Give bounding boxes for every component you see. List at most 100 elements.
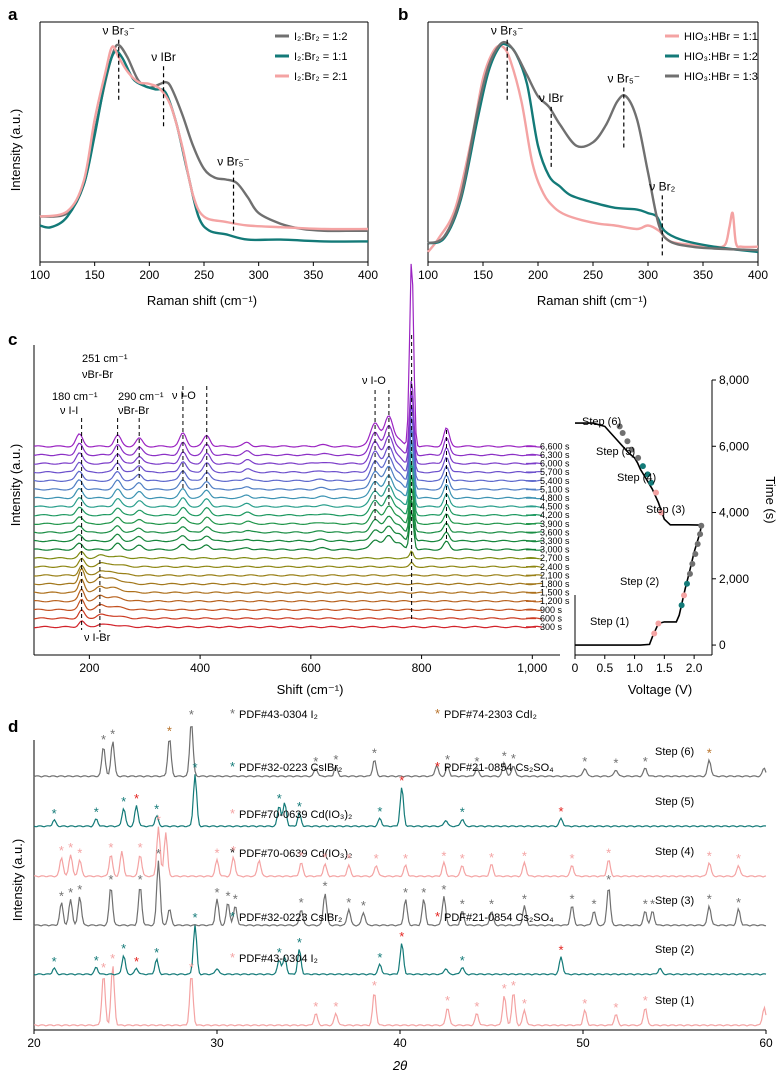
panel-d-step-3-peak-star-8: * <box>214 846 219 861</box>
panel-d-step-1-peak-star-3: * <box>134 954 139 969</box>
panel-d-step-1-peak-star-1: * <box>94 953 99 968</box>
panel-d-step-4-ref-label-1: PDF#21-0854 Cs₂SO₄ <box>444 762 554 774</box>
panel-a-legend-label-0: I₂:Br₂ = 1:2 <box>294 31 347 43</box>
panel-d-step-0-peak-star-13: * <box>643 993 648 1008</box>
panel-c-spectrum-11 <box>33 487 543 534</box>
panel-a-xtick-label-6: 400 <box>358 268 378 282</box>
panel-d-step-3-peak-star-22: * <box>707 848 712 863</box>
panel-d-step-1-ref-label-0: PDF#32-0223 CsIBr₂ <box>239 912 342 924</box>
panel-d-step-label-0: Step (1) <box>655 995 694 1007</box>
panel-d-step-0-peak-star-2: * <box>189 960 194 975</box>
panel-d-step-4-peak-star-12: * <box>460 805 465 820</box>
c-annotation-290: 290 cm⁻¹ <box>118 391 164 403</box>
c-annotation-ii: ν I-I <box>60 405 78 417</box>
panel-d-step-label-3: Step (4) <box>655 846 694 858</box>
panel-c-right-marker-20 <box>616 423 623 430</box>
panel-d-step-3-ref-star-0: * <box>230 806 235 821</box>
panel-d-xtick-label-3: 50 <box>576 1036 590 1050</box>
panel-d-step-2-peak-star-23: * <box>643 897 648 912</box>
panel-d-step-3-peak-star-1: * <box>68 840 73 855</box>
panel-d-step-3-peak-star-14: * <box>374 851 379 866</box>
panel-d-step-5-ref-star-1: * <box>435 706 440 721</box>
panel-d-step-5-ref-label-1: PDF#74-2303 CdI₂ <box>444 709 537 721</box>
panel-c-time-label-1: 600 s <box>540 613 563 623</box>
panel-label-c: c <box>8 330 17 349</box>
panel-b-legend-label-1: HIO₃:HBr = 1:2 <box>684 51 758 63</box>
panel-d-step-4-ref-label-0: PDF#32-0223 CsIBr₂ <box>239 762 342 774</box>
panel-d-step-0-peak-star-8: * <box>502 981 507 996</box>
panel-b-xlabel: Raman shift (cm⁻¹) <box>537 293 647 308</box>
panel-c-ylabel: Intensity (a.u.) <box>8 444 23 526</box>
panel-c-right-xtick-label-4: 2.0 <box>686 661 703 675</box>
panel-a-legend-label-1: I₂:Br₂ = 1:1 <box>294 51 347 63</box>
panel-c-right-marker-13 <box>648 479 655 486</box>
panel-d-step-3-peak-star-19: * <box>522 848 527 863</box>
panel-c-spectrum-2 <box>33 598 543 612</box>
panel-c-right-marker-8 <box>694 541 701 548</box>
panel-d-step-0-ref-label-0: PDF#43-0304 I₂ <box>239 953 318 965</box>
panel-c-right-marker-2 <box>678 602 685 609</box>
c-annotation-251: 251 cm⁻¹ <box>82 353 128 365</box>
panel-a-xtick-label-1: 150 <box>85 268 105 282</box>
panel-d-step-5-peak-star-4: * <box>313 754 318 769</box>
panel-d-step-2-peak-star-0: * <box>59 888 64 903</box>
panel-d-step-3-peak-star-16: * <box>441 848 446 863</box>
panel-d-step-3-ref-label-0: PDF#70-0639 Cd(IO₃)₂ <box>239 809 352 821</box>
panel-d-step-3-peak-star-12: * <box>322 850 327 865</box>
panel-c-right-xlabel: Voltage (V) <box>628 682 692 697</box>
panel-a-annotation-label-1: ν IBr <box>151 50 176 64</box>
panel-d-step-label-2: Step (3) <box>655 895 694 907</box>
panel-d-step-2-peak-star-25: * <box>707 892 712 907</box>
panel-b-xtick-label-5: 350 <box>693 268 713 282</box>
panel-b-xtick-label-0: 100 <box>418 268 438 282</box>
panel-c-time-label-0: 300 s <box>540 622 563 632</box>
panel-c-right-ytick-label-2: 4,000 <box>719 506 749 520</box>
panel-c-xtick-label-3: 800 <box>412 661 432 675</box>
panel-d-step-3-peak-star-13: * <box>346 851 351 866</box>
panel-a-xtick-label-2: 200 <box>139 268 159 282</box>
panel-c-right-marker-7 <box>692 550 699 557</box>
panel-c-right-step-label-4: Step (5) <box>596 446 635 458</box>
panel-b-annotation-label-1: ν IBr <box>539 91 564 105</box>
panel-c-spectrum-0 <box>34 620 543 629</box>
panel-d-step-1-peak-star-10: * <box>377 950 382 965</box>
panel-d-step-1-peak-star-11: * <box>399 929 404 944</box>
panel-c-xtick-label-2: 600 <box>301 661 321 675</box>
panel-d-step-2-peak-star-22: * <box>606 872 611 887</box>
panel-c-right-step-label-2: Step (3) <box>646 504 685 516</box>
panel-d-step-5-peak-star-13: * <box>613 755 618 770</box>
panel-d-step-5-peak-star-6: * <box>372 746 377 761</box>
panel-c-spectrum-12 <box>33 475 543 526</box>
panel-d-step-1-peak-star-14: * <box>559 943 564 958</box>
panel-c-time-label-13: 4,200 s <box>540 510 570 520</box>
panel-d-step-0-peak-star-5: * <box>372 978 377 993</box>
c-annotation-brbr-1: νBr-Br <box>82 369 114 381</box>
panel-d-xlabel: 2θ <box>392 1058 407 1073</box>
panel-d-step-3-peak-star-0: * <box>59 843 64 858</box>
panel-c-spectrum-15 <box>33 440 543 500</box>
panel-c-right-marker-4 <box>683 580 690 587</box>
panel-d-step-3-peak-star-17: * <box>460 851 465 866</box>
panel-d-step-3-peak-star-21: * <box>606 846 611 861</box>
panel-c-spectrum-4 <box>33 578 543 594</box>
panel-d-step-2-peak-star-1: * <box>68 885 73 900</box>
panel-d-step-2-peak-star-18: * <box>489 897 494 912</box>
panel-a-annotation-label-2: ν Br₅⁻ <box>217 155 250 169</box>
panel-c-xlabel: Shift (cm⁻¹) <box>277 682 344 697</box>
panel-d-step-2-peak-star-24: * <box>650 897 655 912</box>
panel-d-step-3-peak-star-11: * <box>299 848 304 863</box>
panel-d-step-label-4: Step (5) <box>655 796 694 808</box>
panel-c-time-label-3: 1,200 s <box>540 596 570 606</box>
panel-c-right-marker-5 <box>686 570 693 577</box>
panel-c-right-ytick-label-4: 8,000 <box>719 373 749 387</box>
panel-d-step-2-peak-star-2: * <box>77 882 82 897</box>
panel-c-right-marker-0 <box>651 630 658 637</box>
panel-c-spectrum-3 <box>33 588 543 603</box>
panel-a-xtick-label-4: 300 <box>249 268 269 282</box>
panel-c-spectrum-16 <box>33 428 543 491</box>
panel-d-step-2-ref-label-0: PDF#70-0639 Cd(IO₃)₂ <box>239 848 352 860</box>
panel-c-time-label-16: 5,100 s <box>540 484 570 494</box>
panel-c-right-marker-15 <box>639 463 646 470</box>
panel-c-right-step-label-0: Step (1) <box>590 616 629 628</box>
